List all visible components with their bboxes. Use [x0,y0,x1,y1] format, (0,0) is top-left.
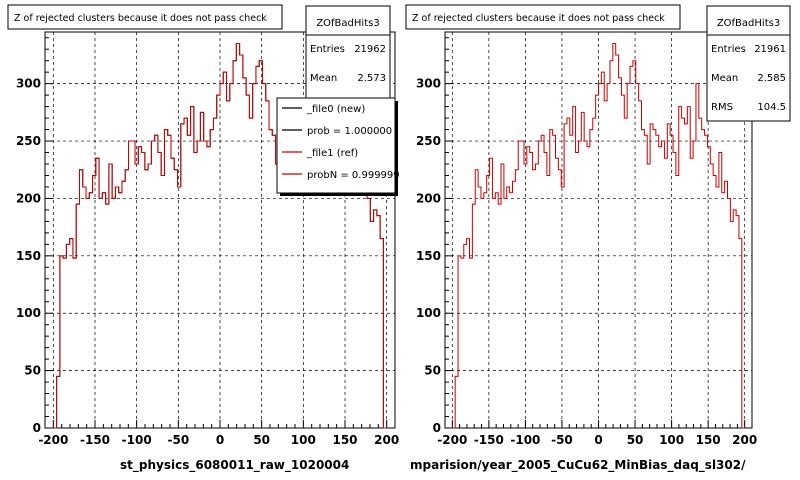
title-box: Z of rejected clusters because it does n… [405,4,681,30]
y-tick-label: 100 [416,306,441,320]
stats-mean-label: Mean [310,73,337,84]
x-axis-label: st_physics_6080011_raw_1020004 [120,458,349,473]
y-tick-label: 150 [416,249,441,263]
stats-entries-label: Entries [310,44,345,55]
legend: _file0 (new) prob = 1.000000 _file1 (ref) p… [276,97,400,196]
x-tick-label: 100 [659,433,684,447]
y-tick-label: 0 [33,421,41,435]
legend-label-3: _file1 (ref) [306,148,358,159]
x-tick-label: 200 [732,433,757,447]
y-tick-label: 50 [24,364,41,378]
stats-rms-value: 104.5 [757,102,786,113]
chart-panel-1: -200 -150 -100 -50 0 50 100 150 200 0 50 100 150 200 2… [7,4,400,473]
x-tick-label: 0 [594,433,602,447]
y-tick-label: 150 [16,249,41,263]
legend-label-4: probN = 0.999999 [307,170,400,181]
stats-mean-value: 2.573 [357,73,386,84]
x-tick-label: -100 [122,433,152,447]
y-tick-label: 0 [433,421,441,435]
title-box-frame [405,4,681,30]
x-tick-label: 150 [332,433,357,447]
stats-mean-value: 2.585 [757,73,786,84]
stats-entries-value: 21961 [754,44,786,55]
title-box-frame [7,4,283,30]
stats-rms-label: RMS [711,102,733,113]
chart-panel-2: -200 -150 -100 -50 0 50 100 150 200 0 50 100 150 200 2… [405,4,791,473]
x-tick-label: -150 [474,433,504,447]
y-tick-label: 200 [416,191,441,205]
x-tick-label: -100 [510,433,540,447]
legend-label-1: _file0 (new) [306,104,365,115]
y-tick-label: 200 [16,191,41,205]
x-tick-label: -200 [437,433,467,447]
legend-frame [276,97,396,194]
x-tick-label: 50 [627,433,644,447]
chart-title: Z of rejected clusters because it does n… [412,13,665,24]
y-tick-label: 100 [16,306,41,320]
legend-label-2: prob = 1.000000 [307,126,392,137]
y-tick-label: 50 [424,364,441,378]
x-tick-label: -200 [38,433,68,447]
x-tick-label: 50 [253,433,270,447]
chart-title: Z of rejected clusters because it does n… [14,13,267,24]
x-tick-label: -50 [167,433,189,447]
stats-entries-value: 21962 [354,44,386,55]
histogram-series-1 [452,42,745,429]
y-tick-label: 300 [416,77,441,91]
x-tick-label: 150 [696,433,721,447]
title-box: Z of rejected clusters because it does n… [7,4,283,30]
y-tick-label: 250 [16,134,41,148]
x-axis-label: mparision/year_2005_CuCu62_MinBias_daq_s… [410,458,746,473]
stats-box-frame [706,5,791,122]
x-tick-label: -50 [551,433,573,447]
stats-title: ZOfBadHits3 [316,18,379,29]
x-tick-label: -150 [80,433,110,447]
stats-box: ZOfBadHits3 Entries 21961 Mean 2.585 RMS 104.5 [706,5,791,122]
x-tick-label: 200 [374,433,399,447]
y-tick-label: 300 [16,77,41,91]
x-tick-label: 100 [291,433,316,447]
y-tick-label: 250 [416,134,441,148]
stats-entries-label: Entries [711,44,746,55]
x-tick-label: 0 [216,433,224,447]
stats-title: ZOfBadHits3 [717,18,780,29]
stats-mean-label: Mean [711,73,738,84]
